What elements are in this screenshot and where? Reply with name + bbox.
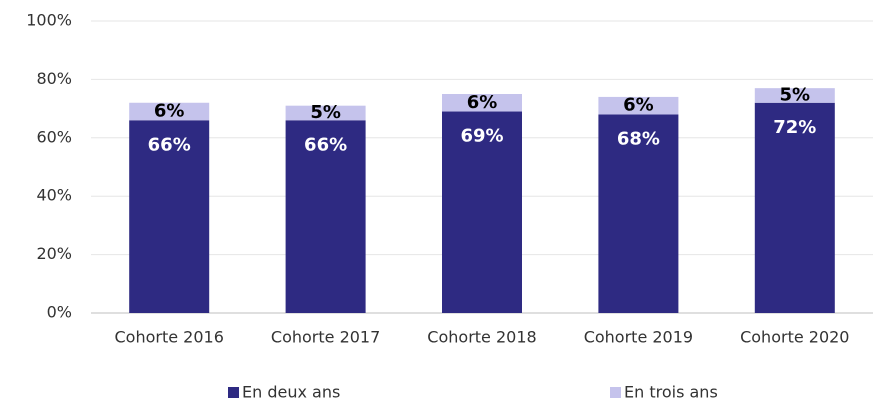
x-tick-label: Cohorte 2020 bbox=[740, 328, 849, 347]
y-tick-label: 40% bbox=[36, 186, 72, 205]
legend-label: En deux ans bbox=[242, 383, 340, 402]
bar-segment bbox=[285, 120, 366, 313]
data-label: 66% bbox=[304, 134, 347, 155]
bar-segment bbox=[129, 120, 210, 313]
x-tick-label: Cohorte 2018 bbox=[427, 328, 536, 347]
bar-segment bbox=[442, 111, 522, 314]
legend-swatch bbox=[228, 387, 239, 398]
legend-swatch bbox=[610, 387, 621, 398]
data-label: 66% bbox=[148, 134, 191, 155]
data-label: 5% bbox=[780, 84, 811, 105]
x-tick-label: Cohorte 2019 bbox=[584, 328, 693, 347]
data-label: 6% bbox=[154, 101, 185, 122]
bar-segment bbox=[754, 102, 835, 313]
legend-label: En trois ans bbox=[624, 383, 718, 402]
y-tick-label: 0% bbox=[47, 303, 72, 322]
data-label: 72% bbox=[773, 117, 816, 138]
bar-segment bbox=[285, 105, 366, 121]
bar-segment bbox=[754, 88, 835, 103]
y-tick-label: 60% bbox=[36, 127, 72, 146]
bar-segment bbox=[129, 102, 210, 121]
bar-segment bbox=[598, 96, 679, 115]
data-label: 6% bbox=[623, 95, 654, 116]
x-tick-label: Cohorte 2017 bbox=[271, 328, 380, 347]
data-label: 68% bbox=[617, 128, 660, 149]
y-tick-label: 80% bbox=[36, 69, 72, 88]
data-label: 69% bbox=[460, 126, 503, 147]
data-label: 5% bbox=[310, 102, 341, 123]
bar-segment bbox=[598, 114, 679, 313]
y-tick-label: 20% bbox=[36, 244, 72, 263]
x-tick-label: Cohorte 2016 bbox=[115, 328, 224, 347]
y-tick-label: 100% bbox=[26, 11, 72, 30]
data-label: 6% bbox=[467, 92, 498, 113]
bar-segment bbox=[442, 94, 522, 112]
